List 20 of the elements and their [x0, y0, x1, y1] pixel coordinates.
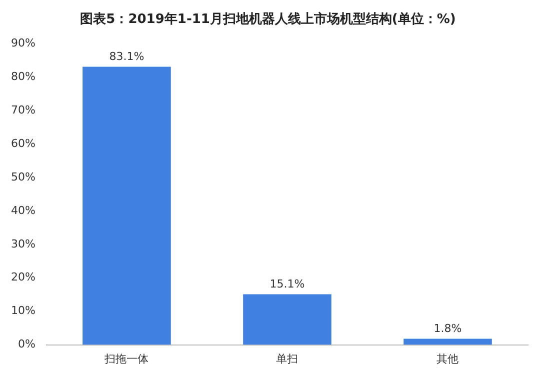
y-tick-label: 0% [18, 338, 36, 351]
y-tick-label: 40% [10, 204, 36, 217]
y-tick-label: 50% [10, 170, 36, 184]
x-tick-label: 扫拖一体 [104, 352, 149, 366]
y-tick-label: 20% [10, 270, 36, 284]
x-tick-label: 其他 [436, 352, 459, 366]
y-tick-label: 30% [10, 237, 36, 250]
data-label: 1.8% [434, 322, 462, 336]
x-tick-label: 单扫 [276, 352, 298, 366]
bar [404, 338, 492, 345]
y-tick-label: 10% [10, 304, 36, 318]
bar [243, 294, 332, 345]
y-tick-label: 90% [10, 36, 36, 50]
data-label: 15.1% [270, 278, 305, 291]
y-tick-label: 70% [10, 103, 36, 116]
bar [82, 66, 171, 345]
data-label: 83.1% [109, 50, 144, 64]
y-tick-label: 60% [10, 136, 36, 150]
chart-title: 图表5：2019年1-11月扫地机器人线上市场机型结构(单位：%) [80, 11, 456, 28]
y-tick-label: 80% [10, 70, 36, 83]
